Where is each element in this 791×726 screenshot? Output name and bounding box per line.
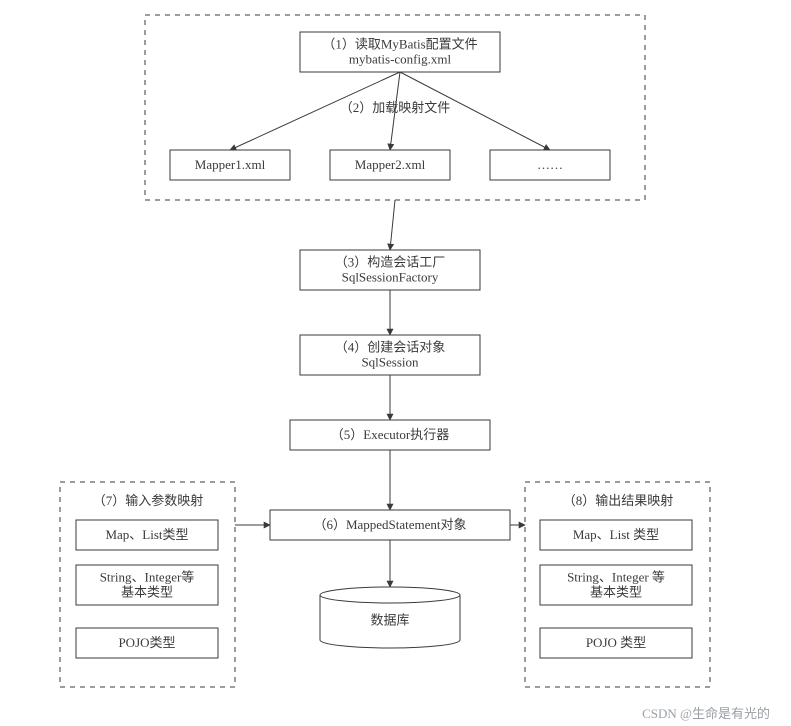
node-mapper1-line0: Mapper1.xml xyxy=(195,157,266,172)
node-executor: （5）Executor执行器 xyxy=(290,420,490,450)
node-mapperDot-line0: …… xyxy=(537,157,563,172)
node-inPojo: POJO类型 xyxy=(76,628,218,658)
node-mapper1: Mapper1.xml xyxy=(170,150,290,180)
node-mapper2-line0: Mapper2.xml xyxy=(355,157,426,172)
node-outPojo-line0: POJO 类型 xyxy=(586,635,646,650)
label-outTitle: （8）输出结果映射 xyxy=(563,493,674,508)
node-database-line0: 数据库 xyxy=(370,612,409,627)
node-outStrInt-line1: 基本类型 xyxy=(590,584,642,599)
node-inStrInt-line1: 基本类型 xyxy=(121,584,173,599)
node-inMapList: Map、List类型 xyxy=(76,520,218,550)
node-cfgFile: （1）读取MyBatis配置文件mybatis-config.xml xyxy=(300,32,500,72)
node-outStrInt-line0: String、Integer 等 xyxy=(567,569,665,584)
node-session-line0: （4）创建会话对象 xyxy=(335,339,446,354)
node-inStrInt-line0: String、Integer等 xyxy=(100,569,195,584)
node-executor-line0: （5）Executor执行器 xyxy=(331,427,449,442)
node-mappedStmt: （6）MappedStatement对象 xyxy=(270,510,510,540)
node-outMapList-line0: Map、List 类型 xyxy=(573,527,659,542)
node-session: （4）创建会话对象SqlSession xyxy=(300,335,480,375)
node-inPojo-line0: POJO类型 xyxy=(118,635,175,650)
node-session-line1: SqlSession xyxy=(361,354,419,369)
node-outStrInt: String、Integer 等基本类型 xyxy=(540,565,692,605)
label-inTitle: （7）输入参数映射 xyxy=(93,493,204,508)
node-inStrInt: String、Integer等基本类型 xyxy=(76,565,218,605)
node-inMapList-line0: Map、List类型 xyxy=(105,527,188,542)
node-cfgFile-line0: （1）读取MyBatis配置文件 xyxy=(322,36,477,51)
node-outPojo: POJO 类型 xyxy=(540,628,692,658)
node-cfgFile-line1: mybatis-config.xml xyxy=(349,51,452,66)
node-mapperDot: …… xyxy=(490,150,610,180)
node-mappedStmt-line0: （6）MappedStatement对象 xyxy=(313,517,466,532)
node-factory-line0: （3）构造会话工厂 xyxy=(335,254,446,269)
node-mapper2: Mapper2.xml xyxy=(330,150,450,180)
node-factory: （3）构造会话工厂SqlSessionFactory xyxy=(300,250,480,290)
node-outMapList: Map、List 类型 xyxy=(540,520,692,550)
node-factory-line1: SqlSessionFactory xyxy=(342,269,439,284)
node-database: 数据库 xyxy=(320,587,460,648)
watermark: CSDN @生命是有光的 xyxy=(642,706,770,721)
